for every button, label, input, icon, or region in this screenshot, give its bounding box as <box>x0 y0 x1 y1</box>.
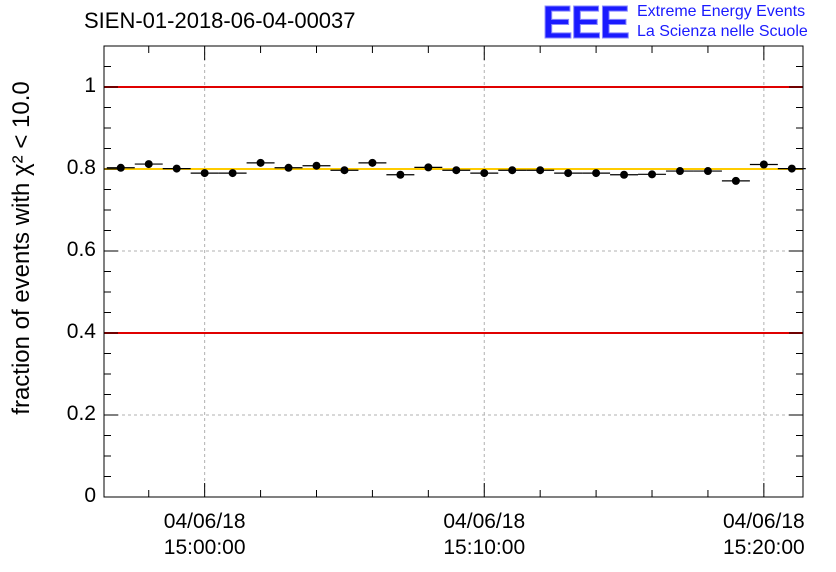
data-point <box>200 169 209 178</box>
data-point <box>116 163 125 172</box>
x-tick-date: 04/06/18 <box>722 510 805 533</box>
y-tick-label: 0.2 <box>66 402 96 425</box>
chart-title: SIEN-01-2018-06-04-00037 <box>84 8 356 33</box>
data-point <box>703 167 712 176</box>
data-point <box>592 169 601 178</box>
y-tick-label: 0.4 <box>66 320 96 343</box>
y-tick-label: 0 <box>84 484 96 507</box>
data-point <box>536 166 545 175</box>
logo-letters: EEE <box>542 0 628 46</box>
x-tick-date: 04/06/18 <box>163 510 246 533</box>
data-point <box>452 166 461 175</box>
y-tick-label: 1 <box>84 74 96 97</box>
y-tick-label: 0.6 <box>66 238 96 261</box>
data-point <box>508 166 517 175</box>
logo-line1: Extreme Energy Events <box>637 3 806 20</box>
x-tick-label: 04/06/18 15:20:00 <box>704 509 824 561</box>
y-tick-label: 0.8 <box>66 156 96 179</box>
data-point <box>759 160 768 169</box>
data-point <box>675 167 684 176</box>
data-point <box>648 170 657 179</box>
data-point <box>228 169 237 178</box>
data-point <box>312 161 321 170</box>
data-point <box>787 164 796 173</box>
x-tick-label: 04/06/18 15:10:00 <box>424 509 544 561</box>
y-axis-label: fraction of events with χ² < 10.0 <box>8 81 35 415</box>
data-point <box>340 166 349 175</box>
data-point <box>368 158 377 167</box>
x-tick-time: 15:10:00 <box>443 536 526 559</box>
data-point <box>480 169 489 178</box>
eee-logo: EEE <box>542 0 631 46</box>
x-tick-time: 15:20:00 <box>722 536 805 559</box>
data-point <box>284 163 293 172</box>
data-point <box>144 160 153 169</box>
x-tick-label: 04/06/18 15:00:00 <box>145 509 265 561</box>
x-tick-date: 04/06/18 <box>443 510 526 533</box>
data-point <box>564 169 573 178</box>
logo-text: Extreme Energy Events La Scienza nelle S… <box>637 2 808 42</box>
data-point <box>424 163 433 172</box>
x-tick-time: 15:00:00 <box>163 536 246 559</box>
data-point <box>256 158 265 167</box>
data-point <box>731 176 740 185</box>
data-point <box>172 164 181 173</box>
data-point <box>620 170 629 179</box>
plot-frame <box>103 45 804 498</box>
logo-line2: La Scienza nelle Scuole <box>637 23 808 40</box>
data-point <box>396 170 405 179</box>
